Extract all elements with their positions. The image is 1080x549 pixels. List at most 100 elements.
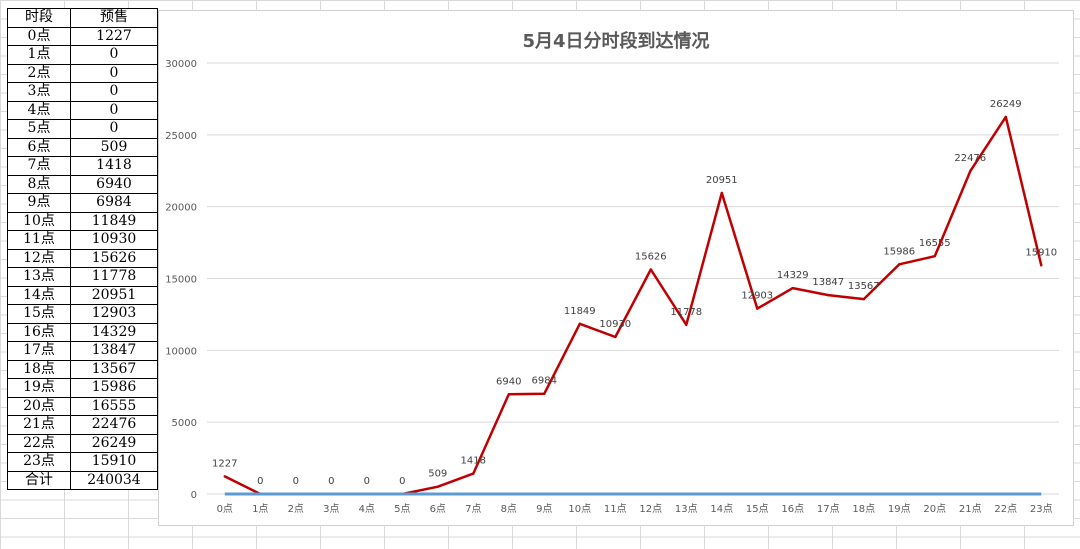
cell-value[interactable]: 16555 [70, 396, 158, 416]
cell-time[interactable]: 18点 [7, 359, 71, 379]
cell-time[interactable]: 3点 [7, 82, 71, 102]
cell-value[interactable]: 0 [70, 100, 158, 120]
table-row: 11点 10930 [7, 230, 158, 250]
cell-value[interactable]: 11778 [70, 267, 158, 287]
data-label: 0 [293, 476, 299, 487]
cell-value[interactable]: 10930 [70, 230, 158, 250]
cell-time[interactable]: 16点 [7, 322, 71, 342]
cell-time[interactable]: 2点 [7, 63, 71, 83]
data-label: 13847 [812, 277, 844, 288]
table-row: 19点 15986 [7, 378, 158, 398]
table-row: 3点 0 [7, 82, 158, 102]
cell-time[interactable]: 8点 [7, 174, 71, 194]
cell-time[interactable]: 11点 [7, 230, 71, 250]
cell-time[interactable]: 9点 [7, 193, 71, 213]
line-chart: 0 5000 10000 15000 20000 25000 30000 0点 1点 2点 3点 4点… [165, 59, 1059, 515]
chart-title: 5月4日分时段到达情况 [522, 31, 710, 52]
table-row: 23点 15910 [7, 452, 158, 472]
cell-value[interactable]: 13567 [70, 359, 158, 379]
cell-value[interactable]: 22476 [70, 415, 158, 435]
x-tick-label: 19点 [888, 503, 911, 515]
x-tick-label: 14点 [710, 503, 733, 515]
table-row: 2点 0 [7, 63, 158, 83]
table-row: 0点 1227 [7, 26, 158, 46]
cell-value[interactable]: 14329 [70, 322, 158, 342]
series-line-presale [224, 115, 1043, 496]
data-point [898, 263, 901, 266]
cell-value[interactable]: 6940 [70, 174, 158, 194]
data-label: 6940 [496, 376, 521, 387]
table-row: 18点 13567 [7, 359, 158, 379]
table-row: 1点 0 [7, 45, 158, 65]
cell-time[interactable]: 13点 [7, 267, 71, 287]
cell-value[interactable]: 1227 [70, 26, 158, 46]
cell-time[interactable]: 0点 [7, 26, 71, 46]
data-label: 15986 [883, 246, 915, 257]
data-label: 11778 [670, 307, 702, 318]
cell-time[interactable]: 6点 [7, 137, 71, 157]
cell-time[interactable]: 12点 [7, 248, 71, 268]
cell-time[interactable]: 7点 [7, 156, 71, 176]
cell-time[interactable]: 17点 [7, 341, 71, 361]
cell-value[interactable]: 6984 [70, 193, 158, 213]
x-tick-label: 15点 [746, 503, 769, 515]
cell-time[interactable]: 时段 [7, 8, 71, 28]
cell-value[interactable]: 0 [70, 45, 158, 65]
data-point [543, 392, 546, 395]
x-tick-label: 0点 [217, 503, 233, 515]
data-point [933, 254, 936, 258]
cell-value[interactable]: 509 [70, 137, 158, 157]
cell-value[interactable]: 预售 [70, 8, 158, 28]
data-label: 14329 [777, 270, 809, 281]
cell-time[interactable]: 4点 [7, 100, 71, 120]
cell-time[interactable]: 21点 [7, 415, 71, 435]
data-label: 1418 [461, 456, 486, 467]
cell-value[interactable]: 15626 [70, 248, 158, 268]
cell-time[interactable]: 10点 [7, 211, 71, 231]
x-tick-label: 9点 [536, 503, 552, 515]
cell-time[interactable]: 19点 [7, 378, 71, 398]
y-tick-label: 15000 [165, 275, 197, 286]
cell-value[interactable]: 15986 [70, 378, 158, 398]
cell-time[interactable]: 22点 [7, 433, 71, 453]
cell-value[interactable]: 26249 [70, 433, 158, 453]
cell-value[interactable]: 240034 [70, 470, 158, 490]
y-tick-label: 25000 [165, 131, 197, 142]
cell-value[interactable]: 0 [70, 63, 158, 83]
cell-value[interactable]: 11849 [70, 211, 158, 231]
data-point [507, 393, 510, 396]
cell-value[interactable]: 13847 [70, 341, 158, 361]
cell-value[interactable]: 0 [70, 119, 158, 139]
cell-time[interactable]: 15点 [7, 304, 71, 324]
cell-value[interactable]: 20951 [70, 285, 158, 305]
x-tick-label: 5点 [394, 503, 410, 515]
cell-value[interactable]: 15910 [70, 452, 158, 472]
cell-value[interactable]: 1418 [70, 156, 158, 176]
cell-time[interactable]: 5点 [7, 119, 71, 139]
data-point [862, 297, 865, 301]
cell-time[interactable]: 14点 [7, 285, 71, 305]
data-point [1040, 264, 1043, 267]
y-tick-label: 10000 [165, 346, 197, 357]
data-point [578, 322, 581, 325]
cell-time[interactable]: 20点 [7, 396, 71, 416]
table-row: 10点 11849 [7, 211, 158, 231]
data-label: 15910 [1025, 247, 1057, 258]
data-table: 时段 预售 0点 1227 1点 0 2点 0 3点 0 4点 0 5点 0 6点 509 7点 1418 8点 69… [7, 8, 158, 490]
x-tick-label: 8点 [501, 503, 517, 515]
x-tick-label: 1点 [252, 503, 268, 515]
x-tick-label: 12点 [639, 503, 662, 515]
cell-time[interactable]: 1点 [7, 45, 71, 65]
cell-time[interactable]: 23点 [7, 452, 71, 472]
data-point [1004, 115, 1007, 119]
cell-time[interactable]: 合计 [7, 470, 71, 490]
chart-area[interactable]: 5月4日分时段到达情况 0 5000 10000 15000 20000 25000 300… [158, 10, 1074, 526]
data-label: 10930 [599, 319, 631, 330]
x-tick-label: 20点 [923, 503, 946, 515]
cell-value[interactable]: 12903 [70, 304, 158, 324]
y-tick-label: 20000 [165, 203, 197, 214]
data-point [436, 485, 439, 488]
cell-value[interactable]: 0 [70, 82, 158, 102]
table-row: 4点 0 [7, 100, 158, 120]
data-label: 1227 [212, 458, 237, 469]
